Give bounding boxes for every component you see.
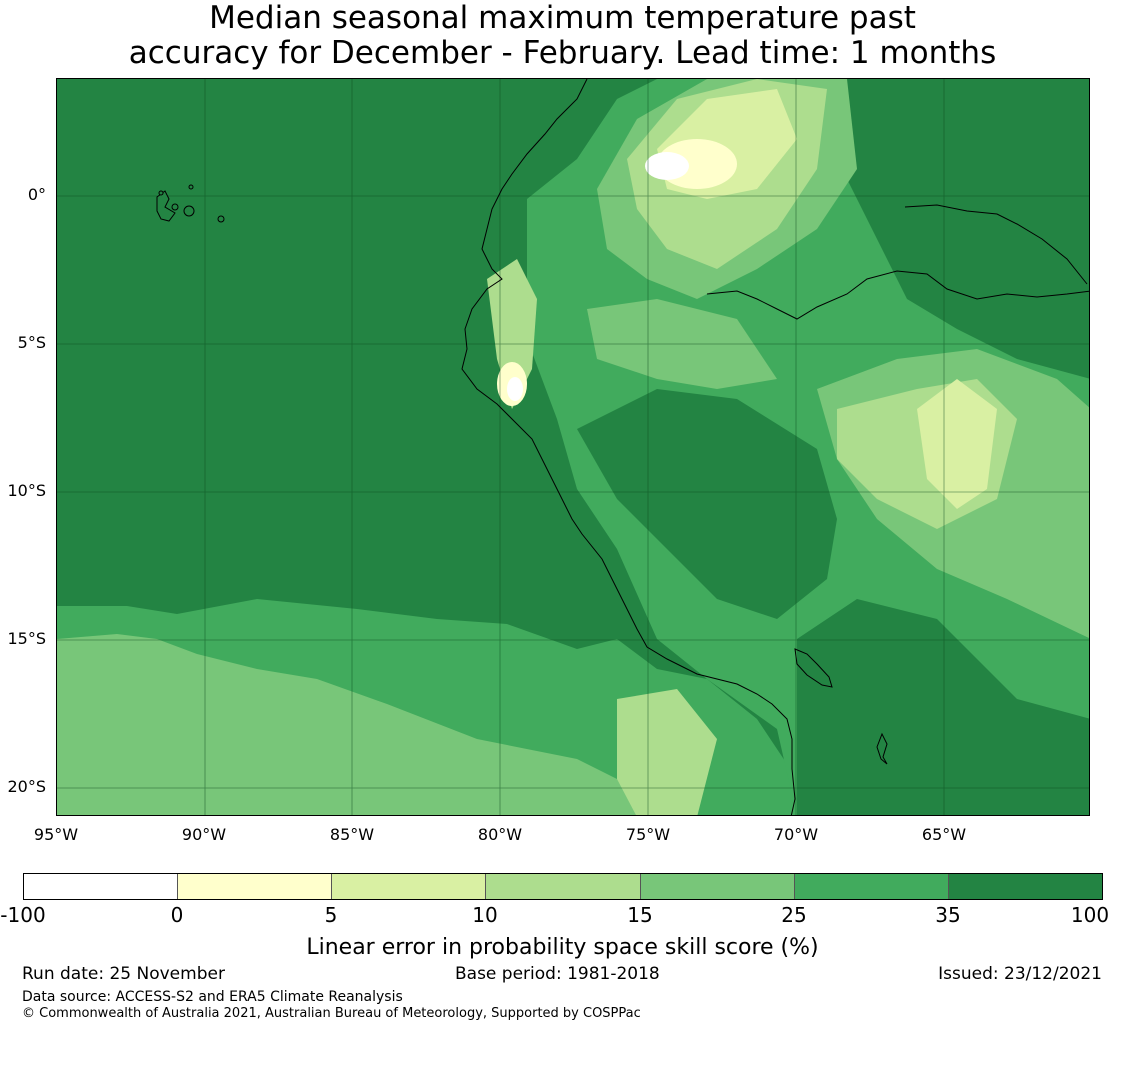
lake-titicaca	[794, 648, 833, 688]
lon-label-65w: 65°W	[921, 825, 967, 844]
colorbar	[23, 873, 1103, 900]
skill-spot-negative-coast	[507, 377, 523, 401]
run-date: Run date: 25 November	[22, 964, 225, 984]
colorbar-bin-15-25	[640, 874, 795, 899]
colorbar-label: Linear error in probability space skill …	[306, 935, 819, 960]
galapagos-islands	[156, 184, 225, 223]
lake-poopo	[876, 732, 888, 765]
skill-region-central-forest	[577, 389, 837, 619]
lat-label-0: 0°	[27, 185, 46, 204]
colorbar-tick: 0	[170, 903, 184, 927]
base-period: Base period: 1981-2018	[455, 964, 660, 984]
amazon-river	[706, 270, 1089, 320]
colorbar-tick: 100	[1070, 903, 1110, 927]
skill-region-northeast-forest	[837, 79, 1089, 379]
colorbar-tick: 5	[324, 903, 338, 927]
colorbar-bin-5-10	[332, 874, 487, 899]
colorbar-bin-0-5	[178, 874, 333, 899]
lon-label-75w: 75°W	[625, 825, 671, 844]
skill-region-coast-low	[487, 259, 537, 409]
colorbar-tick: 15	[627, 903, 653, 927]
skill-score-map	[56, 78, 1090, 816]
skill-region-south-ocean-low	[57, 634, 655, 815]
colorbar-tick: -100	[0, 903, 46, 927]
data-source: Data source: ACCESS-S2 and ERA5 Climate …	[22, 989, 403, 1005]
copyright: © Commonwealth of Australia 2021, Austra…	[22, 1006, 641, 1021]
colorbar-bin-25-35	[794, 874, 949, 899]
skill-region-south-lower	[617, 689, 717, 815]
skill-region-southeast	[797, 599, 1089, 815]
colorbar-bin-10-15	[486, 874, 641, 899]
graticule	[57, 79, 1089, 815]
lat-label-15s: 15°S	[7, 629, 46, 648]
colorbar-tick: 25	[781, 903, 807, 927]
colorbar-tick: 35	[935, 903, 961, 927]
northern-river	[904, 204, 1088, 285]
lon-label-80w: 80°W	[477, 825, 523, 844]
lon-label-95w: 95°W	[33, 825, 79, 844]
chart-title-line-1: Median seasonal maximum temperature past	[209, 0, 916, 36]
map-canvas	[57, 79, 1089, 815]
colorbar-bin-negative	[24, 874, 179, 899]
lat-label-20s: 20°S	[7, 777, 46, 796]
chart-title-line-2: accuracy for December - February. Lead t…	[128, 35, 997, 71]
colorbar-tick: 10	[472, 903, 498, 927]
skill-region-east-lowest	[917, 379, 997, 509]
lat-label-5s: 5°S	[17, 333, 46, 352]
lon-label-85w: 85°W	[329, 825, 375, 844]
issued-date: Issued: 23/12/2021	[938, 964, 1102, 984]
lat-label-10s: 10°S	[7, 481, 46, 500]
coastline	[461, 79, 796, 815]
skill-spot-negative-north	[645, 152, 689, 180]
colorbar-bin-35-100	[948, 874, 1102, 899]
lon-label-70w: 70°W	[773, 825, 819, 844]
lon-label-90w: 90°W	[181, 825, 227, 844]
